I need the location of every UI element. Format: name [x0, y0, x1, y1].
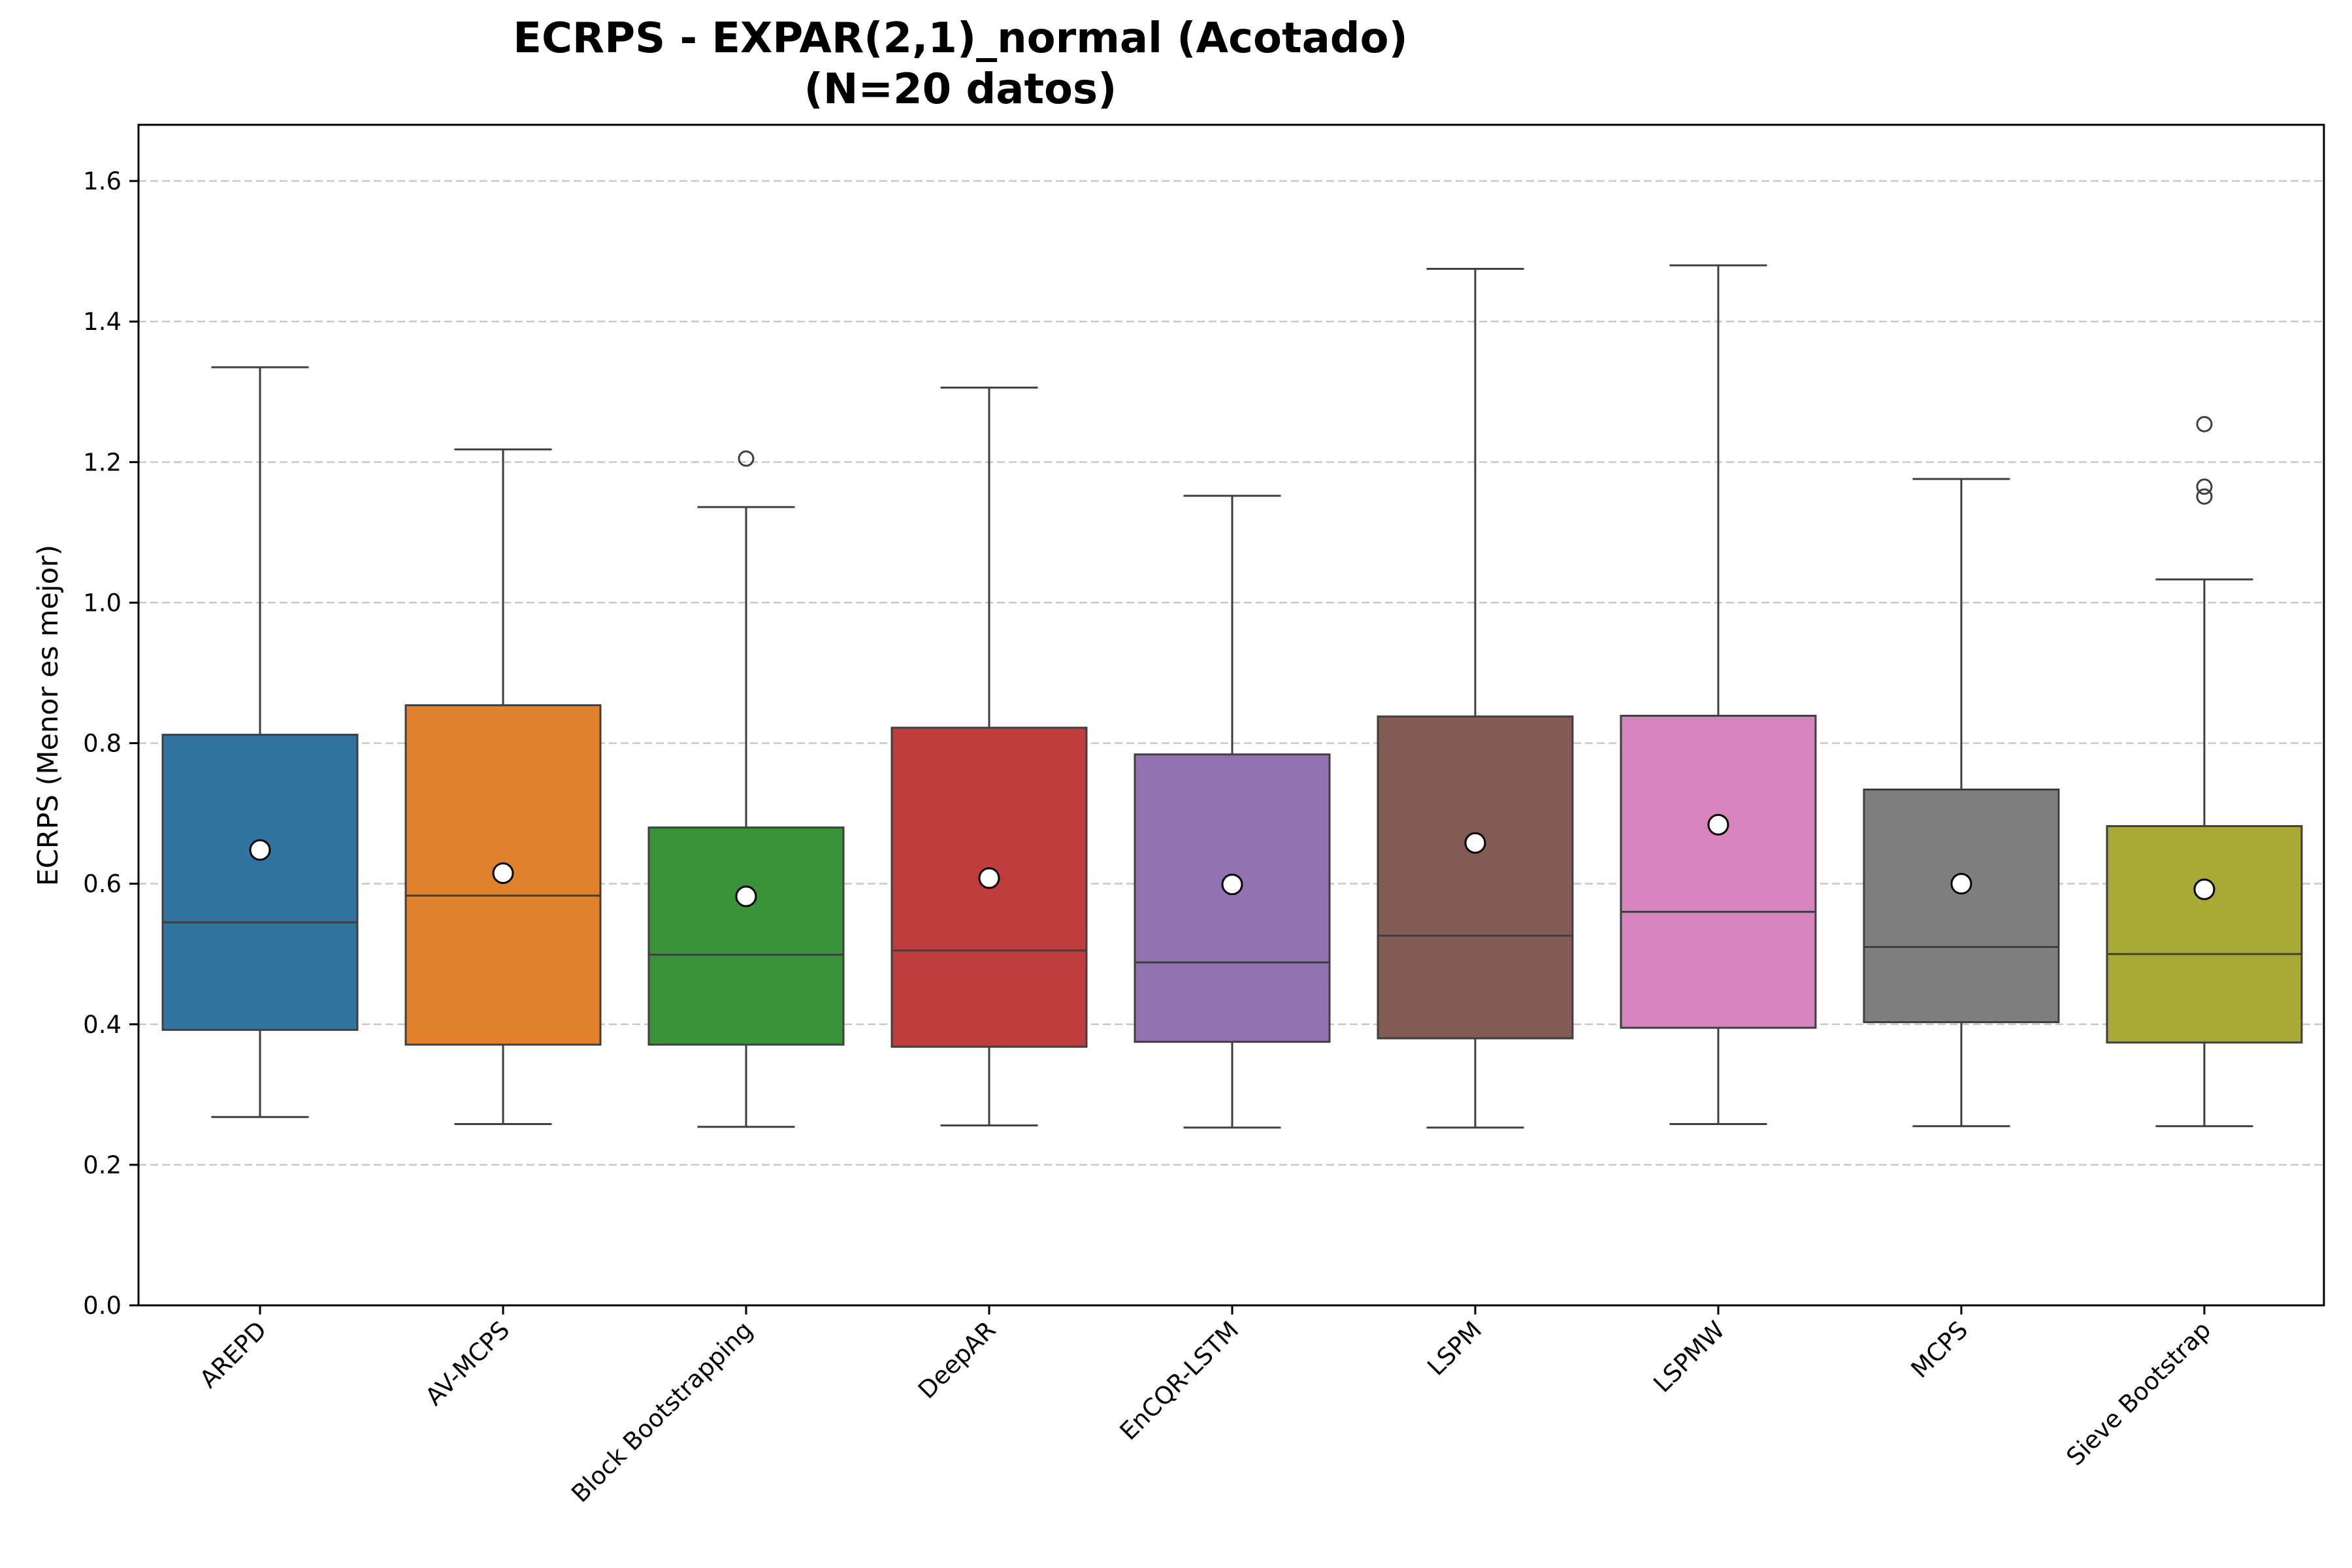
box-iqr [161, 734, 359, 1031]
outlier-point [738, 450, 755, 467]
y-tick-label: 1.6 [83, 167, 122, 195]
y-tick-label: 0.0 [83, 1292, 122, 1320]
y-axis: 0.0 0.2 0.4 0.6 0.8 1.0 1.2 1.4 1.6 [83, 167, 139, 1320]
box-iqr [1377, 715, 1574, 1039]
mean-marker [2193, 878, 2215, 900]
box-group [2106, 416, 2303, 1128]
mean-marker [1221, 874, 1243, 896]
mean-marker [735, 885, 757, 907]
box-group [1377, 267, 1574, 1129]
mean-marker [1707, 813, 1729, 836]
mean-marker [978, 867, 1000, 889]
mean-marker [1464, 832, 1486, 854]
outlier-point [2196, 478, 2213, 495]
box-iqr [1134, 753, 1331, 1043]
box-group [161, 366, 359, 1119]
chart-title: ECRPS - EXPAR(2,1)_normal (Acotado) [513, 14, 1408, 63]
box-iqr [1863, 789, 2060, 1024]
y-tick-label: 1.4 [83, 308, 122, 336]
y-tick-label: 0.2 [83, 1151, 122, 1179]
box-iqr [647, 826, 845, 1046]
outlier-point [2196, 488, 2213, 505]
mean-marker [1950, 873, 1972, 895]
box-iqr [2106, 825, 2303, 1044]
box-group [1620, 264, 1817, 1125]
box-group [1134, 495, 1331, 1129]
mean-marker [492, 862, 514, 885]
y-axis-label: ECRPS (Menor es mejor) [32, 545, 65, 887]
y-tick-label: 0.8 [83, 730, 122, 758]
box-group [890, 386, 1088, 1127]
box-group [404, 448, 602, 1125]
box-group [1863, 478, 2060, 1128]
box-iqr [1620, 715, 1817, 1029]
y-tick-label: 1.0 [83, 589, 122, 617]
y-tick-label: 0.6 [83, 870, 122, 898]
y-tick-label: 1.2 [83, 448, 122, 476]
boxes [161, 264, 2303, 1129]
y-tick-label: 0.4 [83, 1011, 122, 1039]
mean-marker [249, 839, 271, 861]
box-group [647, 450, 845, 1128]
chart-subtitle: (N=20 datos) [804, 65, 1117, 114]
outlier-point [2196, 416, 2213, 433]
